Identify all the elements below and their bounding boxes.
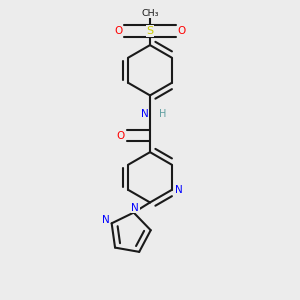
Text: CH₃: CH₃ — [141, 9, 159, 18]
Text: O: O — [178, 26, 186, 36]
Text: S: S — [146, 26, 154, 36]
Text: N: N — [102, 215, 110, 225]
Text: N: N — [175, 185, 182, 195]
Text: O: O — [117, 131, 125, 141]
Text: N: N — [131, 203, 139, 213]
Text: H: H — [159, 110, 166, 119]
Text: N: N — [141, 110, 148, 119]
Text: O: O — [114, 26, 122, 36]
